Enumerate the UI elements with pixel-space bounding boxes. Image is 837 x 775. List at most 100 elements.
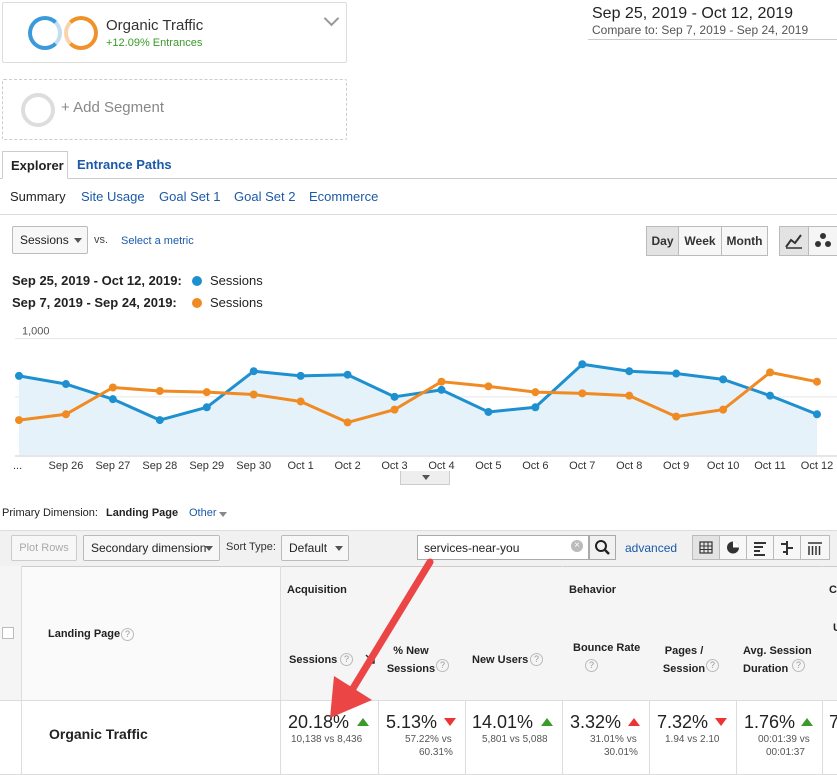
sort-type-value: Default	[289, 541, 328, 555]
legend-compare-series: Sessions	[210, 295, 263, 310]
x-tick-label: Oct 8	[616, 460, 642, 472]
granularity-day-button[interactable]: Day	[646, 226, 679, 256]
granularity-month-button[interactable]: Month	[721, 226, 768, 256]
help-icon[interactable]: ?	[436, 659, 449, 672]
metric-select[interactable]: Sessions	[12, 226, 88, 254]
x-tick-label: Sep 27	[95, 460, 130, 472]
chart-resize-handle[interactable]	[400, 471, 450, 485]
data-point-compare	[813, 377, 821, 386]
select-metric-link[interactable]: Select a metric	[121, 235, 194, 247]
col-bounce-rate[interactable]: Bounce Rate	[573, 642, 641, 654]
comparison-icon	[781, 541, 793, 555]
date-range[interactable]: Sep 25, 2019 - Oct 12, 2019	[592, 5, 794, 22]
primary-dimension-other[interactable]: Other	[189, 507, 217, 519]
sessions-cell: 20.18% 10,138 vs 8,436	[288, 712, 369, 746]
subtabs-divider	[0, 214, 837, 215]
help-icon[interactable]: ?	[121, 628, 134, 641]
col-pages-session[interactable]: Pages / Session	[662, 645, 706, 675]
x-tick-label: Oct 6	[522, 460, 548, 472]
sort-descending-icon[interactable]	[365, 654, 375, 664]
data-point-compare	[343, 418, 352, 427]
data-point-compare	[249, 390, 258, 399]
arrow-up-green-icon	[357, 718, 369, 726]
tab-explorer[interactable]: Explorer	[2, 151, 68, 179]
new-users-cell: 14.01% 5,801 vs 5,088	[472, 712, 553, 746]
pivot-view-button[interactable]	[800, 535, 830, 560]
comparison-view-button[interactable]	[773, 535, 801, 560]
avg-session-duration-change: 1.76%	[744, 712, 796, 732]
avg-session-duration-detail: 00:01:39 vs	[758, 734, 810, 745]
subtab-ecommerce[interactable]: Ecommerce	[309, 189, 379, 204]
data-point-current	[249, 367, 258, 376]
table-view-button[interactable]	[692, 535, 720, 560]
metric-select-value: Sessions	[20, 233, 69, 247]
secondary-dimension-select[interactable]: Secondary dimension	[83, 535, 220, 561]
data-point-current	[766, 391, 775, 400]
data-point-current	[343, 370, 352, 379]
motion-chart-button[interactable]	[808, 226, 837, 256]
x-tick-label: Oct 7	[569, 460, 595, 472]
bounce-rate-detail: 31.01% vs	[590, 734, 637, 745]
data-point-current	[625, 367, 634, 376]
advanced-search-link[interactable]: advanced	[625, 541, 678, 555]
search-button[interactable]	[589, 535, 616, 560]
col-conversion[interactable]: U	[833, 622, 837, 634]
new-users-detail: 5,801 vs 5,088	[482, 734, 548, 745]
pages-session-detail: 1.94 vs 2.10	[665, 734, 720, 745]
x-tick-label: Oct 11	[754, 460, 786, 472]
help-icon[interactable]: ?	[530, 653, 543, 666]
col-new-sessions[interactable]: % New Sessions	[386, 645, 436, 675]
col-avg-session-duration[interactable]: Avg. Session Duration	[743, 645, 812, 675]
avg-session-duration-detail-2: 00:01:37	[766, 747, 805, 758]
table-search-input[interactable]: services-near-you	[417, 535, 589, 560]
performance-view-button[interactable]	[746, 535, 774, 560]
col-new-users[interactable]: New Users	[472, 654, 529, 666]
add-segment-button[interactable]: + Add Segment	[2, 79, 347, 140]
segment-change: +12.09% Entrances	[106, 37, 203, 49]
clear-search-icon[interactable]: ×	[571, 540, 583, 552]
subtab-goal-set-2[interactable]: Goal Set 2	[234, 189, 296, 204]
data-point-current	[390, 392, 399, 401]
select-all-checkbox[interactable]	[2, 627, 14, 639]
pie-view-button[interactable]	[719, 535, 747, 560]
pie-chart-icon	[727, 541, 739, 554]
arrow-down-red-icon	[444, 718, 456, 726]
data-point-compare	[202, 388, 211, 397]
subtab-site-usage[interactable]: Site Usage	[81, 189, 145, 204]
avg-session-duration-cell: 1.76% 00:01:39 vs 00:01:37	[744, 712, 813, 759]
new-sessions-cell: 5.13% 57.22% vs 60.31%	[386, 712, 456, 759]
help-icon[interactable]: ?	[792, 659, 805, 672]
landing-page-header[interactable]: Landing Page	[48, 628, 121, 640]
data-point-current	[578, 360, 587, 369]
primary-dimension-label: Primary Dimension:	[2, 507, 98, 519]
primary-dimension-value[interactable]: Landing Page	[106, 507, 179, 519]
chevron-down-icon	[219, 512, 227, 517]
help-icon[interactable]: ?	[340, 653, 353, 666]
subtab-goal-set-1[interactable]: Goal Set 1	[159, 189, 221, 204]
bounce-rate-detail-2: 30.01%	[604, 747, 638, 758]
data-point-current	[531, 403, 540, 412]
subtab-summary[interactable]: Summary	[10, 189, 66, 204]
plot-rows-button[interactable]: Plot Rows	[11, 535, 77, 561]
series-line-compare	[18, 370, 818, 424]
x-tick-label: Sep 26	[49, 460, 84, 472]
help-icon[interactable]: ?	[585, 659, 598, 672]
legend-current-dot	[192, 276, 202, 286]
data-point-compare	[531, 388, 540, 397]
vs-label: vs.	[94, 234, 109, 246]
segment-card-organic-traffic[interactable]: Organic Traffic +12.09% Entrances	[2, 2, 347, 63]
line-chart-button[interactable]	[779, 226, 809, 256]
pages-session-cell: 7.32% 1.94 vs 2.10	[657, 712, 727, 746]
data-point-compare	[625, 391, 634, 400]
sort-type-select[interactable]: Default	[281, 535, 349, 561]
chevron-down-icon	[422, 475, 430, 480]
chevron-down-icon[interactable]	[323, 10, 340, 27]
data-point-current	[437, 385, 446, 394]
row-name[interactable]: Organic Traffic	[49, 726, 148, 742]
help-icon[interactable]: ?	[706, 659, 719, 672]
tab-entrance-paths[interactable]: Entrance Paths	[77, 157, 172, 172]
data-point-current	[719, 375, 728, 384]
col-sessions[interactable]: Sessions	[289, 654, 338, 666]
granularity-week-button[interactable]: Week	[678, 226, 722, 256]
